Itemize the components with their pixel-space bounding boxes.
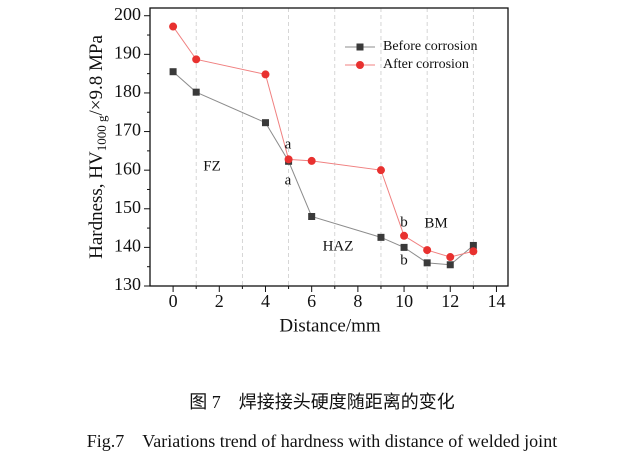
marker [261,70,270,79]
x-tick-label: 10 [395,291,413,311]
marker [307,156,316,165]
marker [376,166,385,175]
annotation: BM [424,215,447,231]
x-tick-label: 14 [487,291,505,311]
y-tick-label: 170 [114,120,141,140]
x-tick-label: 0 [169,291,178,311]
y-tick-label: 180 [114,81,141,101]
series-line [172,71,474,266]
marker [192,55,201,64]
x-tick-label: 6 [307,291,316,311]
marker [284,155,293,164]
marker [423,246,432,255]
y-tick-label: 130 [114,274,141,294]
marker [446,253,455,262]
legend-label: After corrosion [383,57,469,72]
y-tick-label: 150 [114,197,141,217]
annotation: FZ [203,158,221,174]
marker [469,241,477,249]
annotation: a [285,172,292,188]
marker [377,233,385,241]
marker [469,247,478,256]
x-tick-label: 2 [215,291,224,311]
marker [192,88,200,96]
legend-label: Before corrosion [383,39,477,54]
y-tick-label: 190 [114,42,141,62]
y-label-subscript: 1000 g [94,115,109,151]
legend-marker [356,61,364,69]
y-tick-label: 200 [114,4,141,24]
marker [400,243,408,251]
x-tick-label: 8 [353,291,362,311]
y-label-text: Hardness, HV [86,151,107,259]
marker [169,22,178,31]
annotation: HAZ [323,238,354,254]
caption-cn: 图 7 焊接接头硬度随距离的变化 [189,392,455,412]
series-line [172,26,474,258]
x-tick-label: 12 [441,291,459,311]
marker [400,231,409,240]
marker [308,213,316,220]
plot-frame [149,7,509,287]
annotation: a [285,136,292,152]
caption-en: Fig.7 Variations trend of hardness with … [87,431,557,451]
y-tick-label: 140 [114,236,141,256]
marker [261,119,269,127]
y-label-suffix: /×9.8 MPa [86,35,107,116]
annotation: b [400,214,408,230]
marker [423,259,431,267]
annotation: b [400,252,408,268]
marker [169,68,177,76]
legend-marker [356,43,364,51]
x-axis-label: Distance/mm [279,315,381,336]
x-tick-label: 4 [261,291,270,311]
y-axis-label: Hardness, HV1000 g/×9.8 MPa [86,35,109,259]
marker [446,261,454,269]
y-tick-label: 160 [114,158,141,178]
